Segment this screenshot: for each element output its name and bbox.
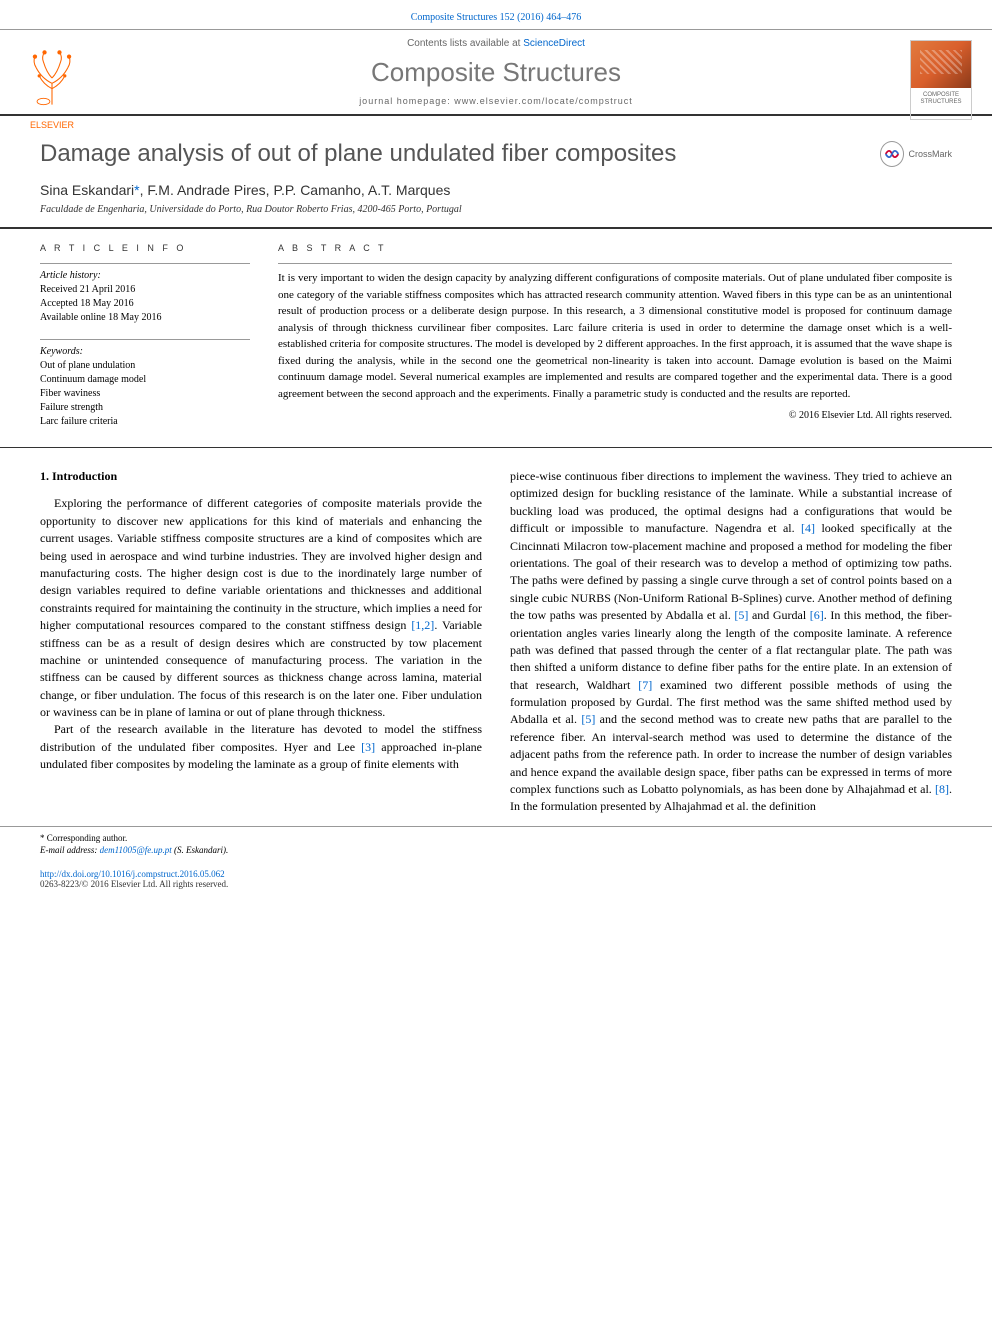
journal-homepage-line: journal homepage: www.elsevier.com/locat… bbox=[0, 96, 992, 106]
abstract-block: A B S T R A C T It is very important to … bbox=[278, 243, 952, 429]
history-label: Article history: bbox=[40, 270, 250, 281]
contents-prefix: Contents lists available at bbox=[407, 38, 523, 49]
body-paragraph: piece-wise continuous fiber directions t… bbox=[510, 468, 952, 816]
header-citation: Composite Structures 152 (2016) 464–476 bbox=[0, 0, 992, 29]
text-run: Exploring the performance of different c… bbox=[40, 496, 482, 632]
citation-link[interactable]: [7] bbox=[638, 678, 652, 692]
body-paragraph: Exploring the performance of different c… bbox=[40, 495, 482, 721]
author-primary: Sina Eskandari bbox=[40, 182, 134, 198]
section-title: Introduction bbox=[52, 469, 117, 483]
abstract-label: A B S T R A C T bbox=[278, 243, 952, 253]
email-label: E-mail address: bbox=[40, 845, 100, 855]
copyright-line: © 2016 Elsevier Ltd. All rights reserved… bbox=[278, 410, 952, 421]
article-info-label: A R T I C L E I N F O bbox=[40, 243, 250, 253]
citation-link[interactable]: [6] bbox=[810, 608, 824, 622]
article-header: Damage analysis of out of plane undulate… bbox=[0, 116, 992, 229]
cover-label: COMPOSITE STRUCTURES bbox=[911, 88, 971, 110]
sciencedirect-link[interactable]: ScienceDirect bbox=[523, 38, 585, 49]
homepage-prefix: journal homepage: bbox=[359, 96, 454, 106]
email-suffix: (S. Eskandari). bbox=[172, 845, 229, 855]
author-list: Sina Eskandari*, F.M. Andrade Pires, P.P… bbox=[40, 182, 952, 198]
history-item: Received 21 April 2016 bbox=[40, 283, 250, 297]
crossmark-icon bbox=[880, 141, 904, 167]
text-run: looked specifically at the Cincinnati Mi… bbox=[510, 521, 952, 622]
homepage-url[interactable]: www.elsevier.com/locate/compstruct bbox=[454, 96, 633, 106]
article-title: Damage analysis of out of plane undulate… bbox=[40, 140, 952, 168]
body-paragraph: Part of the research available in the li… bbox=[40, 721, 482, 773]
publisher-logo: ELSEVIER bbox=[20, 42, 84, 114]
keyword-item: Failure strength bbox=[40, 401, 250, 415]
journal-cover-thumbnail: COMPOSITE STRUCTURES bbox=[910, 40, 972, 120]
article-info-section: A R T I C L E I N F O Article history: R… bbox=[0, 229, 992, 448]
keywords-block: Keywords: Out of plane undulation Contin… bbox=[40, 339, 250, 429]
affiliation: Faculdade de Engenharia, Universidade do… bbox=[40, 204, 952, 215]
article-body: 1. Introduction Exploring the performanc… bbox=[0, 448, 992, 826]
authors-rest: , F.M. Andrade Pires, P.P. Camanho, A.T.… bbox=[140, 182, 451, 198]
cover-image-icon bbox=[911, 41, 971, 88]
text-run: . Variable stiffness can be as a result … bbox=[40, 618, 482, 719]
citation-link[interactable]: [3] bbox=[361, 740, 375, 754]
citation-link[interactable]: [8] bbox=[935, 782, 949, 796]
section-number: 1. bbox=[40, 469, 49, 483]
journal-banner: ELSEVIER Contents lists available at Sci… bbox=[0, 29, 992, 116]
keyword-item: Fiber waviness bbox=[40, 387, 250, 401]
crossmark-label: CrossMark bbox=[908, 149, 952, 159]
citation-link[interactable]: [5] bbox=[581, 712, 595, 726]
abstract-text: It is very important to widen the design… bbox=[278, 263, 952, 402]
contents-available-line: Contents lists available at ScienceDirec… bbox=[0, 38, 992, 49]
keyword-item: Continuum damage model bbox=[40, 373, 250, 387]
column-left: 1. Introduction Exploring the performanc… bbox=[40, 468, 482, 816]
citation-link[interactable]: [5] bbox=[734, 608, 748, 622]
citation-link[interactable]: [4] bbox=[801, 521, 815, 535]
email-link[interactable]: dem11005@fe.up.pt bbox=[100, 845, 172, 855]
column-right: piece-wise continuous fiber directions t… bbox=[510, 468, 952, 816]
keyword-item: Out of plane undulation bbox=[40, 359, 250, 373]
corresponding-author-footer: * Corresponding author. E-mail address: … bbox=[0, 826, 992, 867]
history-item: Accepted 18 May 2016 bbox=[40, 297, 250, 311]
article-info-left: A R T I C L E I N F O Article history: R… bbox=[40, 243, 250, 429]
text-run: and Gurdal bbox=[748, 608, 809, 622]
elsevier-tree-icon bbox=[20, 42, 84, 114]
history-item: Available online 18 May 2016 bbox=[40, 311, 250, 325]
journal-name: Composite Structures bbox=[0, 57, 992, 88]
doi-block: http://dx.doi.org/10.1016/j.compstruct.2… bbox=[0, 867, 992, 905]
email-line: E-mail address: dem11005@fe.up.pt (S. Es… bbox=[40, 845, 952, 855]
citation-link[interactable]: [1,2] bbox=[411, 618, 434, 632]
article-history: Article history: Received 21 April 2016 … bbox=[40, 263, 250, 325]
crossmark-badge[interactable]: CrossMark bbox=[880, 140, 952, 168]
issn-copyright-line: 0263-8223/© 2016 Elsevier Ltd. All right… bbox=[40, 879, 952, 889]
keyword-item: Larc failure criteria bbox=[40, 415, 250, 429]
corresponding-note: * Corresponding author. bbox=[40, 833, 952, 843]
doi-link[interactable]: http://dx.doi.org/10.1016/j.compstruct.2… bbox=[40, 869, 225, 879]
section-heading: 1. Introduction bbox=[40, 468, 482, 485]
keywords-label: Keywords: bbox=[40, 346, 250, 357]
